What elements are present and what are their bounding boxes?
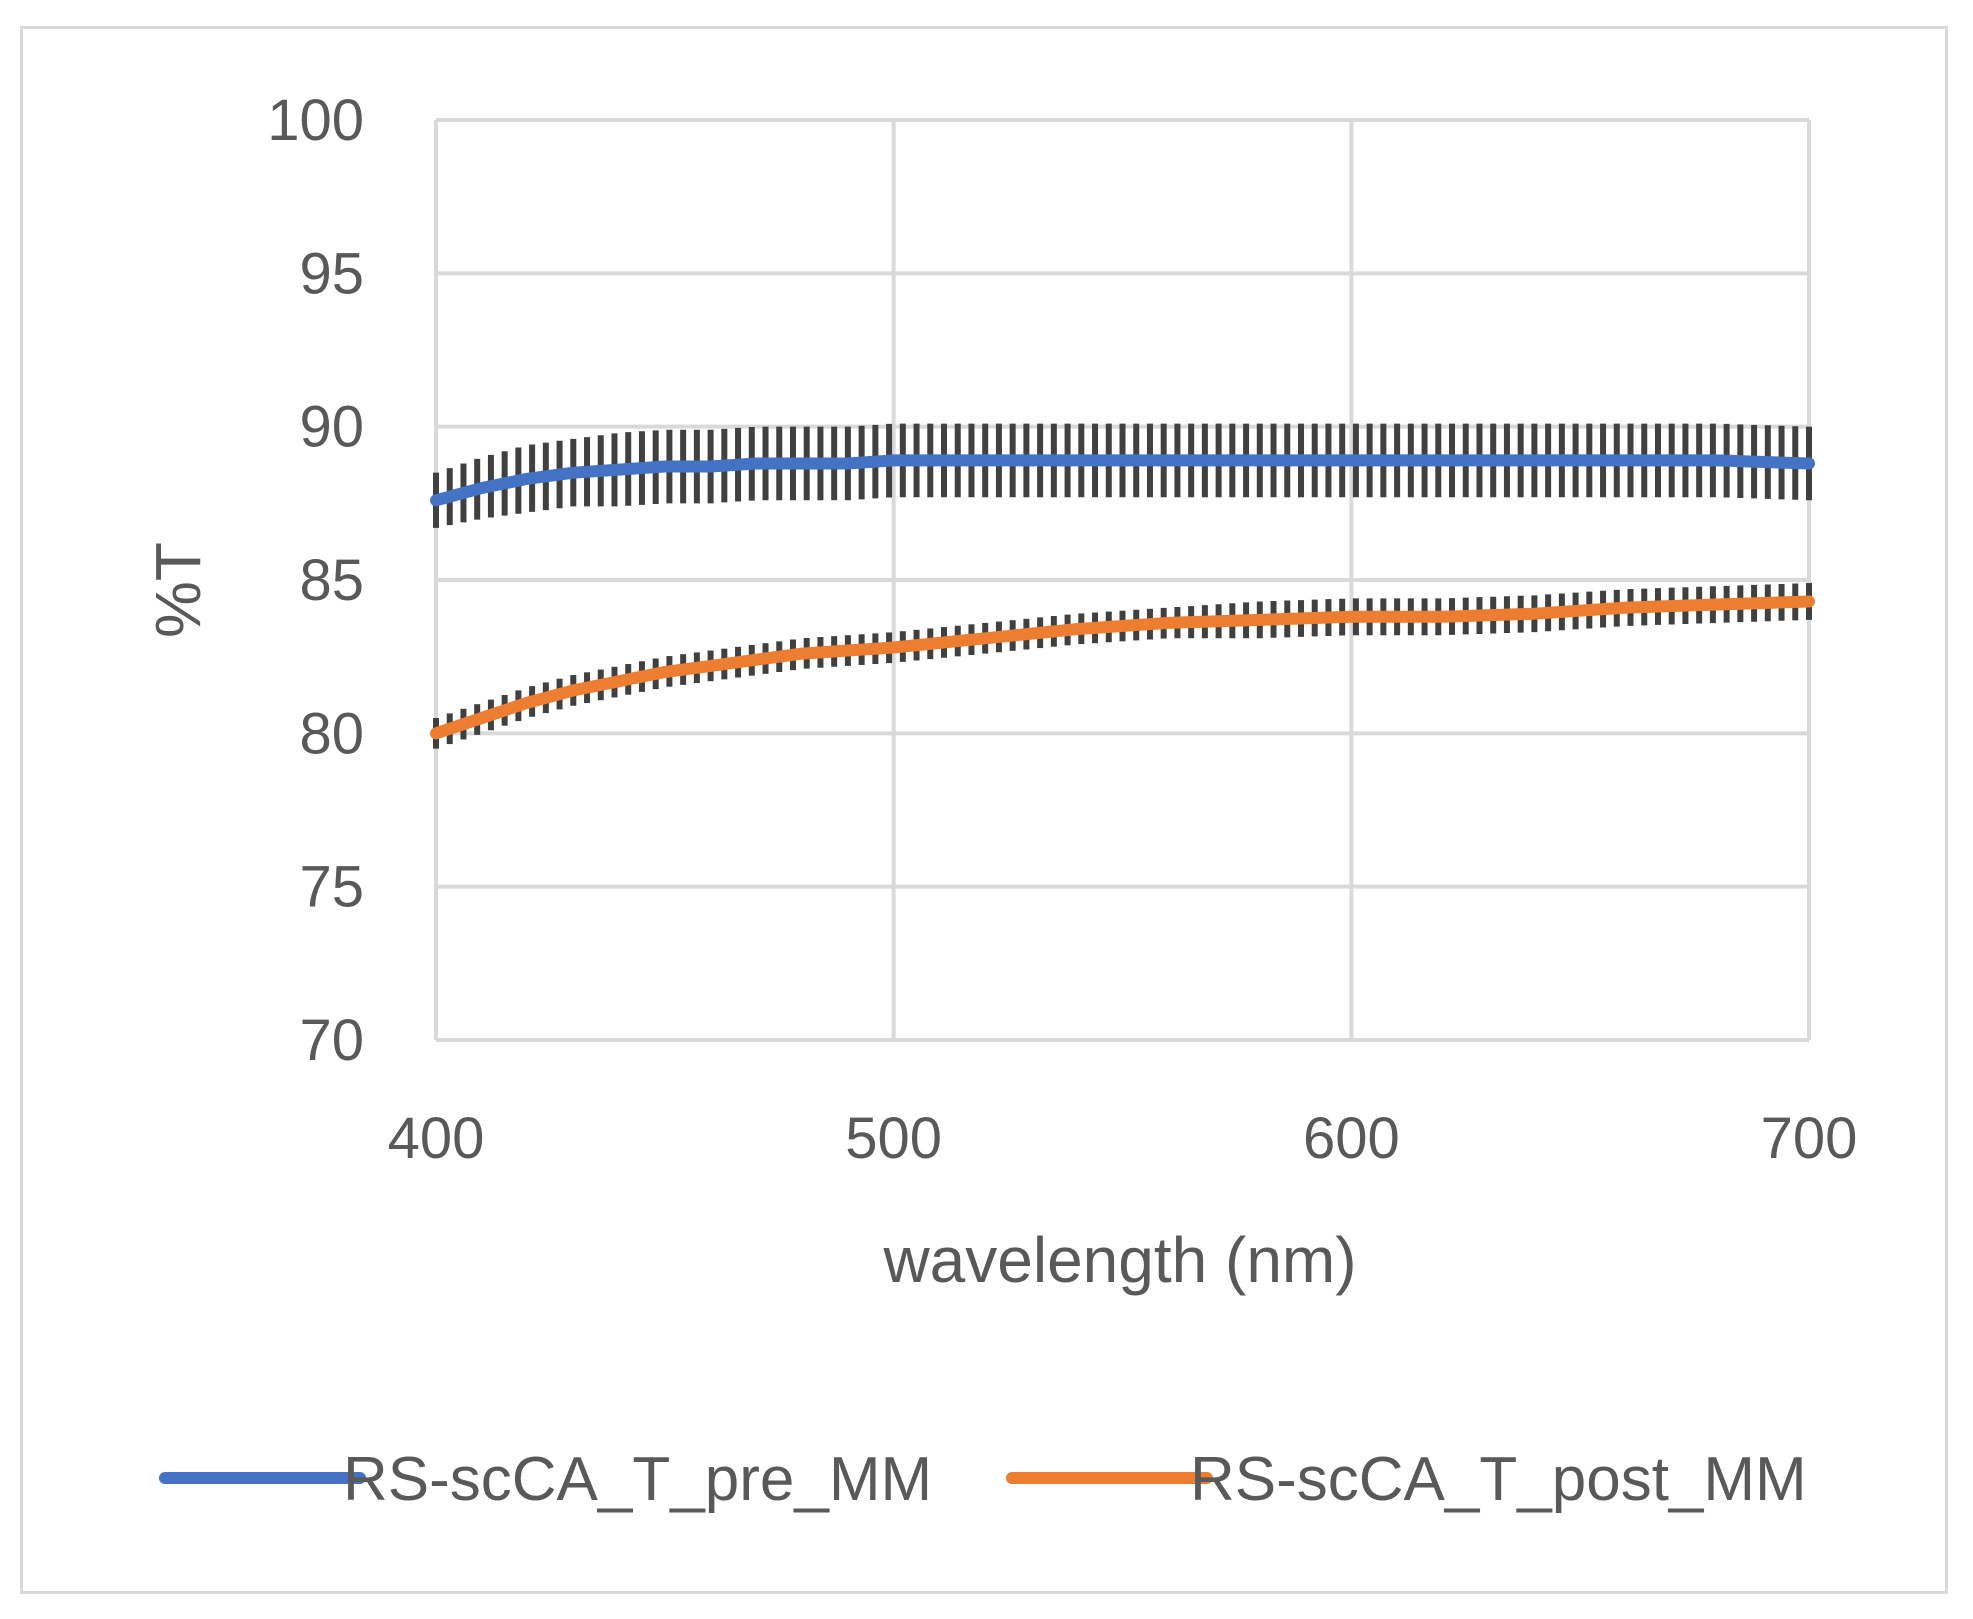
x-tick-label: 400 <box>388 1106 485 1171</box>
gridlines <box>434 118 1811 1042</box>
y-tick-label: 80 <box>299 701 364 766</box>
y-axis-ticks: 70 75 80 85 90 95 100 <box>267 88 364 1073</box>
x-tick-label: 600 <box>1303 1106 1400 1171</box>
legend-label-pre-mm: RS-scCA_T_pre_MM <box>343 1445 932 1514</box>
series-line-0 <box>430 454 1815 507</box>
series-line-1 <box>430 595 1815 740</box>
y-tick-label: 70 <box>299 1008 364 1073</box>
x-axis-title: wavelength (nm) <box>882 1224 1356 1296</box>
series-lines <box>430 454 1815 740</box>
y-tick-label: 75 <box>299 855 364 920</box>
y-tick-label: 85 <box>299 548 364 613</box>
legend-label-post-mm: RS-scCA_T_post_MM <box>1190 1445 1807 1514</box>
y-axis-title: %T <box>142 542 214 638</box>
legend: RS-scCA_T_pre_MM RS-scCA_T_post_MM <box>159 1445 1807 1514</box>
x-tick-label: 700 <box>1761 1106 1858 1171</box>
x-tick-label: 500 <box>845 1106 942 1171</box>
y-tick-label: 95 <box>299 241 364 306</box>
y-tick-label: 90 <box>299 395 364 460</box>
chart-frame <box>20 26 1948 1594</box>
y-tick-label: 100 <box>267 88 364 153</box>
x-axis-ticks: 400 500 600 700 <box>388 1106 1858 1171</box>
